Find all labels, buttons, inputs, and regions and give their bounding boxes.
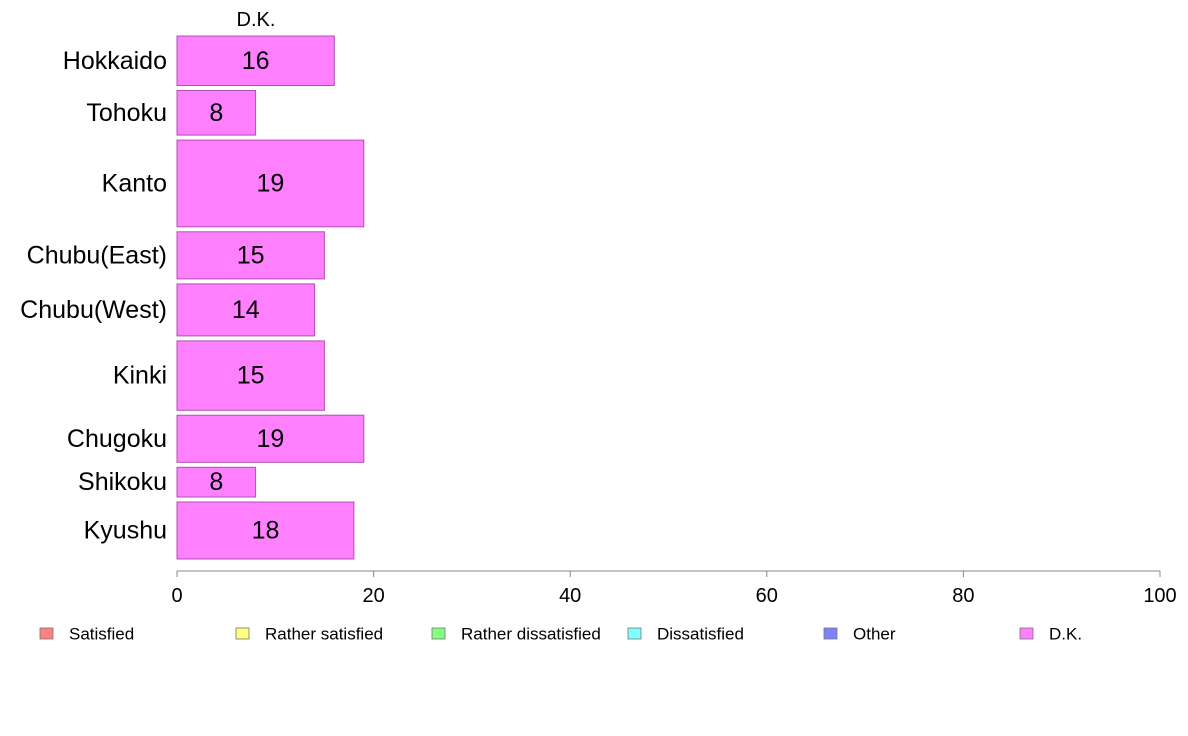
legend: Satisfied Rather satisfied Rather dissatis… <box>39 625 1082 644</box>
bar-kanto <box>176 139 365 228</box>
legend-label: Rather satisfied <box>265 625 383 644</box>
bar-kyushu <box>176 501 355 560</box>
legend-swatch <box>1019 627 1034 640</box>
x-tick-label: 40 <box>559 585 581 607</box>
x-tick-label: 20 <box>362 585 384 607</box>
value-label: 8 <box>209 99 223 127</box>
x-tick-label: 60 <box>756 585 778 607</box>
legend-label: Dissatisfied <box>657 625 744 644</box>
value-label: 14 <box>232 296 260 324</box>
category-label: Hokkaido <box>63 47 167 75</box>
value-label: 16 <box>242 47 270 75</box>
bar-hokkaido <box>176 35 335 86</box>
category-label: Kyushu <box>84 517 167 545</box>
bar-kinki <box>176 340 325 411</box>
x-tick-label: 80 <box>952 585 974 607</box>
value-label: 8 <box>209 468 223 496</box>
legend-swatch <box>235 627 250 640</box>
legend-label: Rather dissatisfied <box>461 625 601 644</box>
value-label: 15 <box>237 362 265 390</box>
value-label: 18 <box>252 517 280 545</box>
legend-swatch <box>823 627 838 640</box>
category-label: Chubu(West) <box>20 296 167 324</box>
x-axis: 0 20 40 60 80 100 <box>171 570 1177 607</box>
category-label: Kinki <box>113 362 167 390</box>
legend-swatch <box>431 627 446 640</box>
category-label: Shikoku <box>78 468 167 496</box>
panel-title: D.K. <box>237 9 276 31</box>
bar-shikoku <box>176 466 257 498</box>
legend-label: Other <box>853 625 896 644</box>
bar-tohoku <box>176 90 257 136</box>
category-label: Chugoku <box>67 425 167 453</box>
legend-swatch <box>627 627 642 640</box>
bars-group: Hokkaido 16 Tohoku 8 Kanto 19 Chubu(East) 15 Chu… <box>20 35 365 560</box>
legend-label: Satisfied <box>69 625 134 644</box>
bar-chubu-west <box>176 283 316 337</box>
category-label: Kanto <box>102 169 167 197</box>
bar-chubu-east <box>176 231 325 280</box>
category-label: Tohoku <box>86 99 167 127</box>
value-label: 19 <box>256 169 284 197</box>
legend-label: D.K. <box>1049 625 1082 644</box>
value-label: 19 <box>256 425 284 453</box>
bar-chugoku <box>176 414 365 463</box>
x-tick-label: 100 <box>1143 585 1176 607</box>
category-label: Chubu(East) <box>27 241 167 269</box>
legend-swatch <box>39 627 54 640</box>
x-tick-label: 0 <box>171 585 182 607</box>
value-label: 15 <box>237 241 265 269</box>
